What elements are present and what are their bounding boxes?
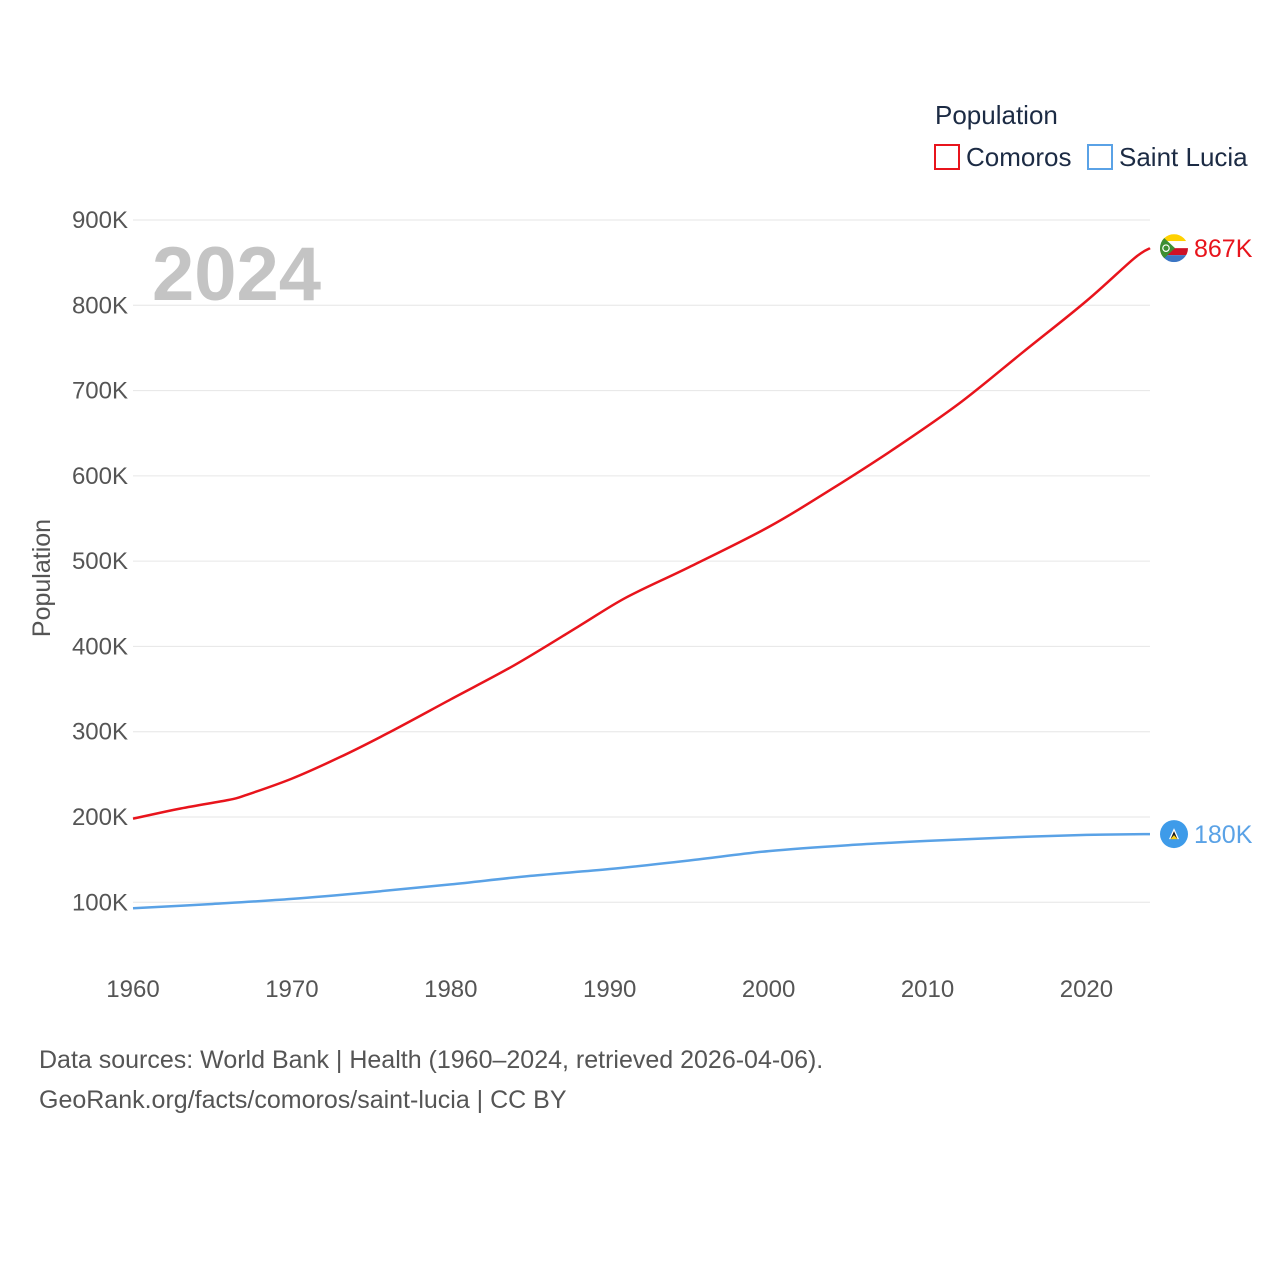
legend-swatch <box>1087 144 1113 170</box>
legend-label: Comoros <box>966 142 1071 172</box>
y-axis-title: Population <box>28 519 56 637</box>
source-line-2[interactable]: GeoRank.org/facts/comoros/saint-lucia | … <box>39 1086 567 1114</box>
comoros-flag-icon <box>1160 234 1188 263</box>
y-tick-label: 700K <box>72 378 128 405</box>
y-tick-label: 400K <box>72 633 128 660</box>
x-tick-label: 2010 <box>901 976 954 1003</box>
legend-label: Saint Lucia <box>1119 142 1248 172</box>
legend-swatch <box>934 144 960 170</box>
legend-title: Population <box>935 100 1058 130</box>
x-tick-label: 2000 <box>742 976 795 1003</box>
x-axis-ticks: 1960 1970 1980 1990 2000 2010 2020 <box>106 976 1113 1003</box>
legend[interactable]: Population Comoros Saint Lucia <box>934 100 1248 172</box>
y-axis-ticks: 100K 200K 300K 400K 500K 600K 700K 800K 900K <box>72 207 128 916</box>
gridlines <box>133 219 1150 903</box>
x-tick-label: 1980 <box>424 976 477 1003</box>
series-end-markers: 867K 180K <box>1160 234 1253 849</box>
y-tick-label: 600K <box>72 463 128 490</box>
end-value-label: 180K <box>1194 821 1253 849</box>
series-lines <box>132 247 1151 910</box>
x-tick-label: 1970 <box>265 976 318 1003</box>
series-line-saint-lucia[interactable] <box>132 832 1151 910</box>
source-line-1: Data sources: World Bank | Health (1960–… <box>39 1046 824 1074</box>
legend-item-comoros[interactable]: Comoros <box>934 142 1071 172</box>
y-tick-label: 200K <box>72 804 128 831</box>
saint-lucia-flag-icon <box>1160 820 1188 849</box>
y-tick-label: 500K <box>72 548 128 575</box>
y-tick-label: 300K <box>72 719 128 746</box>
x-tick-label: 1990 <box>583 976 636 1003</box>
legend-item-saint-lucia[interactable]: Saint Lucia <box>1087 142 1248 172</box>
x-tick-label: 2020 <box>1060 976 1113 1003</box>
end-value-label: 867K <box>1194 235 1253 263</box>
source-note: Data sources: World Bank | Health (1960–… <box>39 1040 823 1120</box>
y-tick-label: 800K <box>72 292 128 319</box>
y-tick-label: 100K <box>72 889 128 916</box>
year-label: 2024 <box>152 232 321 317</box>
series-line-comoros[interactable] <box>132 247 1151 820</box>
x-tick-label: 1960 <box>106 976 159 1003</box>
y-tick-label: 900K <box>72 207 128 234</box>
